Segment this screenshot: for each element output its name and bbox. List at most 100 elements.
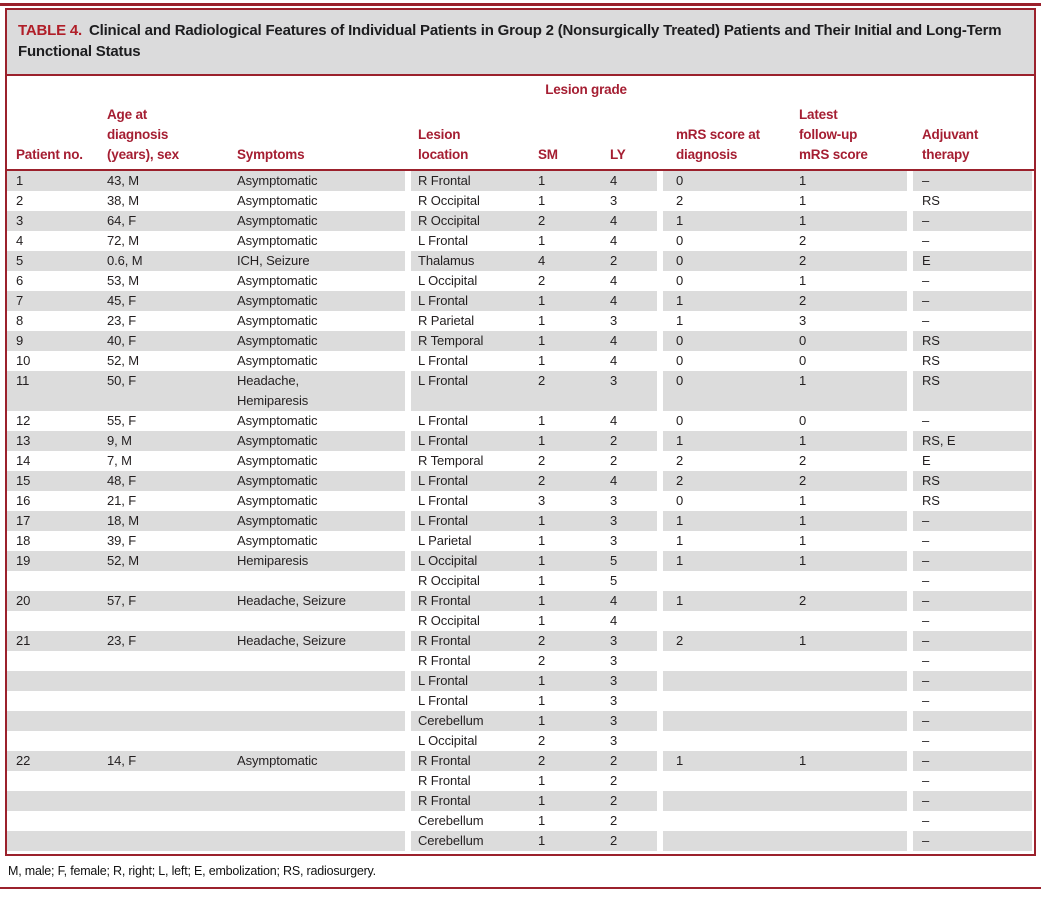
cell-latest-mrs: 1 bbox=[799, 213, 807, 228]
row-group-mrs bbox=[663, 691, 907, 711]
cell-ly-grade: 2 bbox=[610, 773, 618, 788]
cell-patient-no bbox=[7, 731, 107, 751]
cell-adjuvant: RS, E bbox=[922, 433, 956, 448]
cell-latest-mrs: 3 bbox=[799, 313, 807, 328]
col-header-lesion-location: Lesion location bbox=[418, 127, 469, 162]
cell-age-sex: 53, M bbox=[107, 273, 140, 288]
row-group-mrs: 1 1 bbox=[663, 531, 907, 551]
cell-ly-grade: 4 bbox=[610, 333, 618, 348]
row-group-adjuvant: RS, E bbox=[913, 431, 1032, 451]
cell-mrs-diagnosis bbox=[663, 611, 789, 631]
row-group-patient bbox=[7, 651, 405, 671]
table-row: 9 40, F Asymptomatic R Temporal 1 4 0 0 … bbox=[7, 331, 1034, 351]
cell-ly-grade: 3 bbox=[610, 313, 618, 328]
cell-sm-grade: 2 bbox=[538, 273, 546, 288]
cell-age-sex: 52, M bbox=[107, 353, 140, 368]
cell-adjuvant: – bbox=[922, 413, 930, 428]
cell-latest-mrs: 1 bbox=[799, 633, 807, 648]
cell-patient-no bbox=[7, 831, 107, 851]
cell-sm-grade: 1 bbox=[538, 813, 546, 828]
cell-symptoms: Hemiparesis bbox=[237, 553, 309, 568]
cell-age-sex: 14, F bbox=[107, 753, 137, 768]
cell-sm-grade: 2 bbox=[538, 653, 546, 668]
cell-ly-grade: 3 bbox=[610, 633, 618, 648]
table-row: R Frontal 1 2 – bbox=[7, 771, 1034, 791]
table-title: TABLE 4. Clinical and Radiological Featur… bbox=[7, 10, 1034, 76]
table-row: 3 64, F Asymptomatic R Occipital 2 4 1 1… bbox=[7, 211, 1034, 231]
cell-ly-grade: 2 bbox=[610, 433, 618, 448]
cell-patient-no: 6 bbox=[16, 273, 24, 288]
cell-sm-grade: 1 bbox=[538, 593, 546, 608]
table-row: 17 18, M Asymptomatic L Frontal 1 3 1 1 … bbox=[7, 511, 1034, 531]
cell-mrs-diagnosis: 2 bbox=[676, 473, 684, 488]
row-group-mrs bbox=[663, 611, 907, 631]
table-row: 14 7, M Asymptomatic R Temporal 2 2 2 2 … bbox=[7, 451, 1034, 471]
cell-lesion-location: R Frontal bbox=[418, 773, 471, 788]
row-group-mrs: 0 0 bbox=[663, 411, 907, 431]
cell-ly-grade: 2 bbox=[610, 753, 618, 768]
cell-adjuvant: – bbox=[922, 613, 930, 628]
row-group-mrs: 2 2 bbox=[663, 451, 907, 471]
cell-lesion-location: R Frontal bbox=[418, 793, 471, 808]
row-group-patient: 8 23, F Asymptomatic bbox=[7, 311, 405, 331]
row-group-adjuvant: – bbox=[913, 791, 1032, 811]
cell-symptoms bbox=[237, 791, 405, 811]
row-group-lesion: R Temporal 1 4 bbox=[411, 331, 657, 351]
cell-patient-no: 8 bbox=[16, 313, 24, 328]
cell-patient-no: 19 bbox=[16, 553, 31, 568]
cell-patient-no: 17 bbox=[16, 513, 31, 528]
cell-ly-grade: 2 bbox=[610, 833, 618, 848]
cell-sm-grade: 1 bbox=[538, 553, 546, 568]
cell-ly-grade: 3 bbox=[610, 513, 618, 528]
cell-lesion-location: R Temporal bbox=[418, 453, 484, 468]
cell-symptoms bbox=[237, 671, 405, 691]
cell-mrs-diagnosis: 1 bbox=[676, 293, 684, 308]
row-group-mrs bbox=[663, 731, 907, 751]
row-group-adjuvant: – bbox=[913, 311, 1032, 331]
cell-sm-grade: 3 bbox=[538, 493, 546, 508]
row-group-adjuvant: RS bbox=[913, 371, 1032, 411]
row-group-patient: 19 52, M Hemiparesis bbox=[7, 551, 405, 571]
cell-mrs-diagnosis bbox=[663, 711, 789, 731]
cell-mrs-diagnosis: 0 bbox=[676, 413, 684, 428]
cell-ly-grade: 4 bbox=[610, 173, 618, 188]
cell-symptoms bbox=[237, 731, 405, 751]
cell-patient-no: 3 bbox=[16, 213, 24, 228]
cell-mrs-diagnosis bbox=[663, 691, 789, 711]
cell-lesion-location: R Occipital bbox=[418, 213, 480, 228]
row-group-lesion: R Frontal 1 2 bbox=[411, 791, 657, 811]
cell-mrs-diagnosis: 1 bbox=[676, 593, 684, 608]
row-group-mrs: 2 1 bbox=[663, 631, 907, 651]
row-group-patient: 7 45, F Asymptomatic bbox=[7, 291, 405, 311]
cell-symptoms bbox=[237, 711, 405, 731]
cell-age-sex: 39, F bbox=[107, 533, 137, 548]
cell-age-sex: 45, F bbox=[107, 293, 137, 308]
cell-patient-no: 13 bbox=[16, 433, 31, 448]
cell-sm-grade: 2 bbox=[538, 753, 546, 768]
cell-latest-mrs: 1 bbox=[799, 533, 807, 548]
col-header-patient-no: Patient no. bbox=[16, 147, 83, 162]
row-group-lesion: L Frontal 1 3 bbox=[411, 511, 657, 531]
table-row: 6 53, M Asymptomatic L Occipital 2 4 0 1… bbox=[7, 271, 1034, 291]
row-group-lesion: L Parietal 1 3 bbox=[411, 531, 657, 551]
cell-adjuvant: – bbox=[922, 533, 930, 548]
col-header-latest-mrs: Latest follow-up mRS score bbox=[799, 107, 868, 162]
cell-sm-grade: 1 bbox=[538, 533, 546, 548]
cell-patient-no: 2 bbox=[16, 193, 24, 208]
row-group-adjuvant: – bbox=[913, 271, 1032, 291]
row-group-mrs: 1 1 bbox=[663, 211, 907, 231]
cell-adjuvant: – bbox=[922, 773, 930, 788]
row-group-mrs: 0 0 bbox=[663, 331, 907, 351]
cell-lesion-location: R Temporal bbox=[418, 333, 484, 348]
cell-mrs-diagnosis: 0 bbox=[676, 373, 684, 388]
cell-ly-grade: 2 bbox=[610, 813, 618, 828]
cell-ly-grade: 4 bbox=[610, 233, 618, 248]
cell-adjuvant: – bbox=[922, 273, 930, 288]
cell-age-sex: 40, F bbox=[107, 333, 137, 348]
table-row: 7 45, F Asymptomatic L Frontal 1 4 1 2 – bbox=[7, 291, 1034, 311]
cell-lesion-location: R Frontal bbox=[418, 753, 471, 768]
row-group-mrs bbox=[663, 791, 907, 811]
cell-ly-grade: 2 bbox=[610, 793, 618, 808]
row-group-adjuvant: RS bbox=[913, 491, 1032, 511]
cell-adjuvant: – bbox=[922, 553, 930, 568]
